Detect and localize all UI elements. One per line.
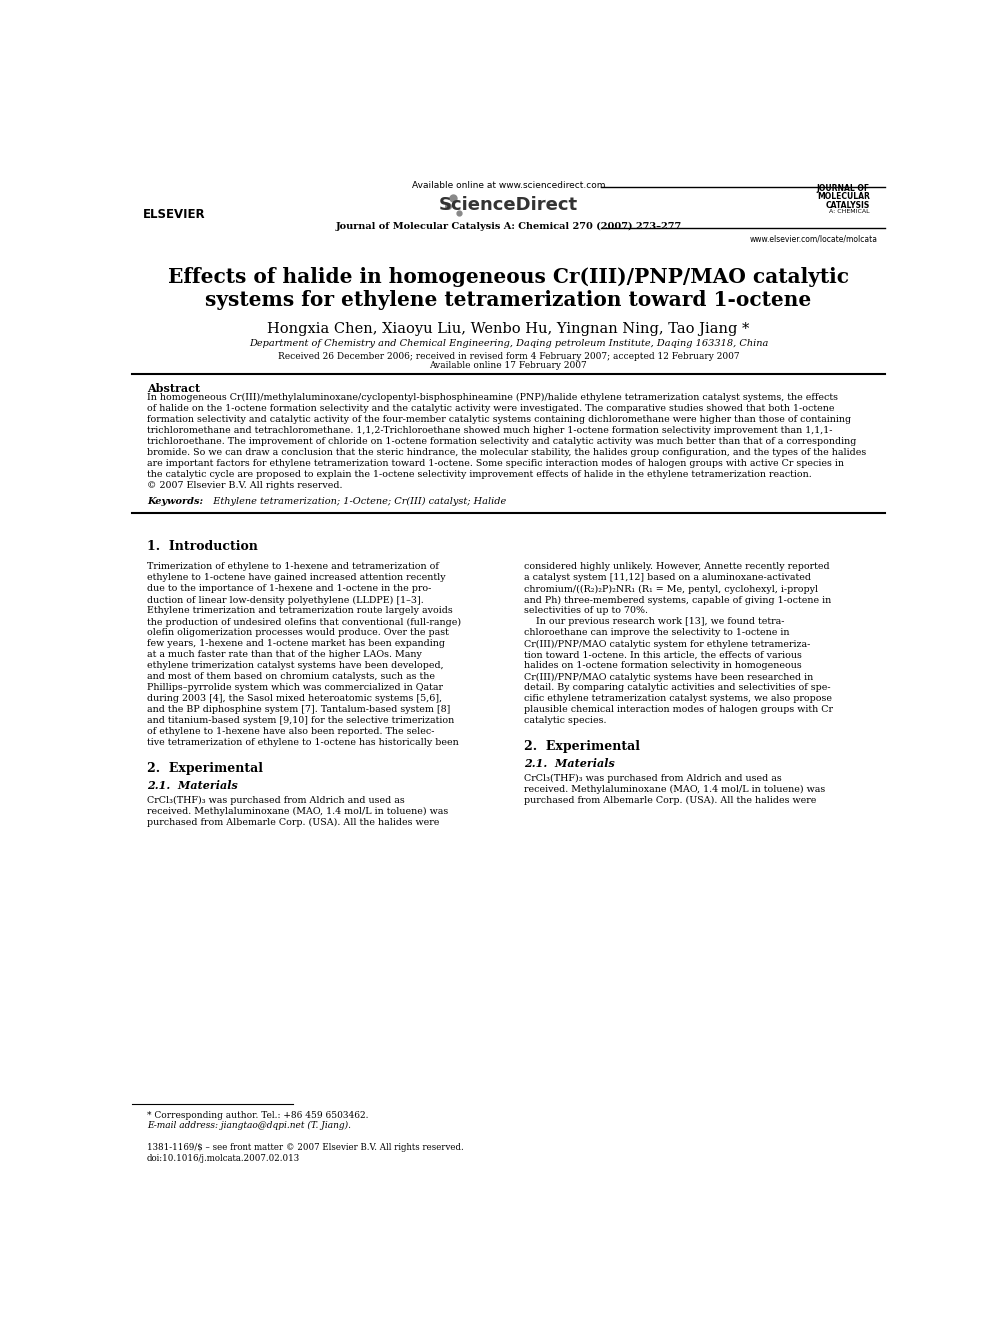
Text: Available online at www.sciencedirect.com: Available online at www.sciencedirect.co… [412,181,605,191]
Text: ScienceDirect: ScienceDirect [438,196,578,214]
Text: the production of undesired olefins that conventional (full-range): the production of undesired olefins that… [147,618,461,627]
Text: ethylene trimerization catalyst systems have been developed,: ethylene trimerization catalyst systems … [147,662,443,671]
Text: Received 26 December 2006; received in revised form 4 February 2007; accepted 12: Received 26 December 2006; received in r… [278,352,739,361]
Text: tion toward 1-octene. In this article, the effects of various: tion toward 1-octene. In this article, t… [524,651,802,659]
Text: Phillips–pyrrolide system which was commercialized in Qatar: Phillips–pyrrolide system which was comm… [147,684,443,692]
Text: Journal of Molecular Catalysis A: Chemical 270 (2007) 273–277: Journal of Molecular Catalysis A: Chemic… [335,222,682,232]
Text: ELSEVIER: ELSEVIER [143,208,206,221]
Text: the catalytic cycle are proposed to explain the 1-octene selectivity improvement: the catalytic cycle are proposed to expl… [147,470,811,479]
Text: 2.1.  Materials: 2.1. Materials [524,758,614,769]
Text: and titanium-based system [9,10] for the selective trimerization: and titanium-based system [9,10] for the… [147,716,454,725]
Text: olefin oligomerization processes would produce. Over the past: olefin oligomerization processes would p… [147,628,449,638]
Text: 1381-1169/$ – see front matter © 2007 Elsevier B.V. All rights reserved.: 1381-1169/$ – see front matter © 2007 El… [147,1143,464,1152]
Text: due to the importance of 1-hexene and 1-octene in the pro-: due to the importance of 1-hexene and 1-… [147,585,432,594]
Text: a catalyst system [11,12] based on a aluminoxane-activated: a catalyst system [11,12] based on a alu… [524,573,810,582]
Text: In our previous research work [13], we found tetra-: In our previous research work [13], we f… [524,618,785,626]
Text: considered highly unlikely. However, Annette recently reported: considered highly unlikely. However, Ann… [524,562,829,572]
Text: few years, 1-hexene and 1-octene market has been expanding: few years, 1-hexene and 1-octene market … [147,639,445,648]
Text: plausible chemical interaction modes of halogen groups with Cr: plausible chemical interaction modes of … [524,705,832,714]
Text: Cr(III)/PNP/MAO catalytic systems have been researched in: Cr(III)/PNP/MAO catalytic systems have b… [524,672,813,681]
Text: Trimerization of ethylene to 1-hexene and tetramerization of: Trimerization of ethylene to 1-hexene an… [147,562,438,572]
Text: trichloroethane. The improvement of chloride on 1-octene formation selectivity a: trichloroethane. The improvement of chlo… [147,437,856,446]
Text: and the BP diphosphine system [7]. Tantalum-based system [8]: and the BP diphosphine system [7]. Tanta… [147,705,450,714]
Text: A: CHEMICAL: A: CHEMICAL [829,209,870,214]
Text: © 2007 Elsevier B.V. All rights reserved.: © 2007 Elsevier B.V. All rights reserved… [147,482,342,490]
Text: detail. By comparing catalytic activities and selectivities of spe-: detail. By comparing catalytic activitie… [524,684,830,692]
Text: Keywords:: Keywords: [147,497,203,507]
Text: 1.  Introduction: 1. Introduction [147,540,258,553]
Text: In homogeneous Cr(III)/methylaluminoxane/cyclopentyl-bisphosphineamine (PNP)/hal: In homogeneous Cr(III)/methylaluminoxane… [147,393,838,402]
Text: E-mail address: jiangtao@dqpi.net (T. Jiang).: E-mail address: jiangtao@dqpi.net (T. Ji… [147,1121,351,1130]
Text: and most of them based on chromium catalysts, such as the: and most of them based on chromium catal… [147,672,435,681]
Text: Ethylene tetramerization; 1-Octene; Cr(III) catalyst; Halide: Ethylene tetramerization; 1-Octene; Cr(I… [207,497,506,507]
Text: JOURNAL OF: JOURNAL OF [816,184,870,193]
Text: cific ethylene tetramerization catalyst systems, we also propose: cific ethylene tetramerization catalyst … [524,695,831,704]
Text: bromide. So we can draw a conclusion that the steric hindrance, the molecular st: bromide. So we can draw a conclusion tha… [147,448,866,456]
Text: * Corresponding author. Tel.: +86 459 6503462.: * Corresponding author. Tel.: +86 459 65… [147,1111,369,1121]
Text: and Ph) three-membered systems, capable of giving 1-octene in: and Ph) three-membered systems, capable … [524,595,831,605]
Text: CrCl₃(THF)₃ was purchased from Aldrich and used as: CrCl₃(THF)₃ was purchased from Aldrich a… [524,774,782,783]
Text: ethylene to 1-octene have gained increased attention recently: ethylene to 1-octene have gained increas… [147,573,445,582]
Text: of halide on the 1-octene formation selectivity and the catalytic activity were : of halide on the 1-octene formation sele… [147,404,834,413]
Text: trichloromethane and tetrachloromethane. 1,1,2-Trichloroethane showed much highe: trichloromethane and tetrachloromethane.… [147,426,832,435]
Text: during 2003 [4], the Sasol mixed heteroatomic systems [5,6],: during 2003 [4], the Sasol mixed heteroa… [147,695,442,704]
Text: MOLECULAR: MOLECULAR [816,192,870,201]
Text: Hongxia Chen, Xiaoyu Liu, Wenbo Hu, Yingnan Ning, Tao Jiang *: Hongxia Chen, Xiaoyu Liu, Wenbo Hu, Ying… [267,321,750,336]
Text: are important factors for ethylene tetramerization toward 1-octene. Some specifi: are important factors for ethylene tetra… [147,459,844,468]
Text: chloroethane can improve the selectivity to 1-octene in: chloroethane can improve the selectivity… [524,628,790,638]
Text: CrCl₃(THF)₃ was purchased from Aldrich and used as: CrCl₃(THF)₃ was purchased from Aldrich a… [147,796,405,806]
Text: formation selectivity and catalytic activity of the four-member catalytic system: formation selectivity and catalytic acti… [147,415,851,425]
Text: Available online 17 February 2007: Available online 17 February 2007 [430,361,587,370]
Text: Ethylene trimerization and tetramerization route largely avoids: Ethylene trimerization and tetramerizati… [147,606,452,615]
Text: halides on 1-octene formation selectivity in homogeneous: halides on 1-octene formation selectivit… [524,662,802,671]
Text: received. Methylaluminoxane (MAO, 1.4 mol/L in toluene) was: received. Methylaluminoxane (MAO, 1.4 mo… [524,786,825,794]
Text: of ethylene to 1-hexene have also been reported. The selec-: of ethylene to 1-hexene have also been r… [147,728,434,737]
Text: purchased from Albemarle Corp. (USA). All the halides were: purchased from Albemarle Corp. (USA). Al… [524,796,816,806]
Text: Abstract: Abstract [147,382,200,394]
Text: Cr(III)/PNP/MAO catalytic system for ethylene tetrameriza-: Cr(III)/PNP/MAO catalytic system for eth… [524,639,810,648]
Text: doi:10.1016/j.molcata.2007.02.013: doi:10.1016/j.molcata.2007.02.013 [147,1154,301,1163]
Text: purchased from Albemarle Corp. (USA). All the halides were: purchased from Albemarle Corp. (USA). Al… [147,818,439,827]
Text: Effects of halide in homogeneous Cr(III)/PNP/MAO catalytic
systems for ethylene : Effects of halide in homogeneous Cr(III)… [168,267,849,310]
Text: selectivities of up to 70%.: selectivities of up to 70%. [524,606,648,615]
Text: Department of Chemistry and Chemical Engineering, Daqing petroleum Institute, Da: Department of Chemistry and Chemical Eng… [249,339,768,348]
Text: at a much faster rate than that of the higher LAOs. Many: at a much faster rate than that of the h… [147,651,422,659]
Text: 2.  Experimental: 2. Experimental [147,762,263,775]
Text: catalytic species.: catalytic species. [524,716,606,725]
Text: 2.  Experimental: 2. Experimental [524,740,640,753]
Text: www.elsevier.com/locate/molcata: www.elsevier.com/locate/molcata [749,234,878,243]
Text: 2.1.  Materials: 2.1. Materials [147,781,238,791]
Text: duction of linear low-density polyethylene (LLDPE) [1–3].: duction of linear low-density polyethyle… [147,595,424,605]
Text: received. Methylaluminoxane (MAO, 1.4 mol/L in toluene) was: received. Methylaluminoxane (MAO, 1.4 mo… [147,807,448,816]
Text: chromium/((R₂)₂P)₂NR₁ (R₁ = Me, pentyl, cyclohexyl, i-propyl: chromium/((R₂)₂P)₂NR₁ (R₁ = Me, pentyl, … [524,585,817,594]
Text: CATALYSIS: CATALYSIS [825,201,870,209]
Text: tive tetramerization of ethylene to 1-octene has historically been: tive tetramerization of ethylene to 1-oc… [147,738,459,747]
